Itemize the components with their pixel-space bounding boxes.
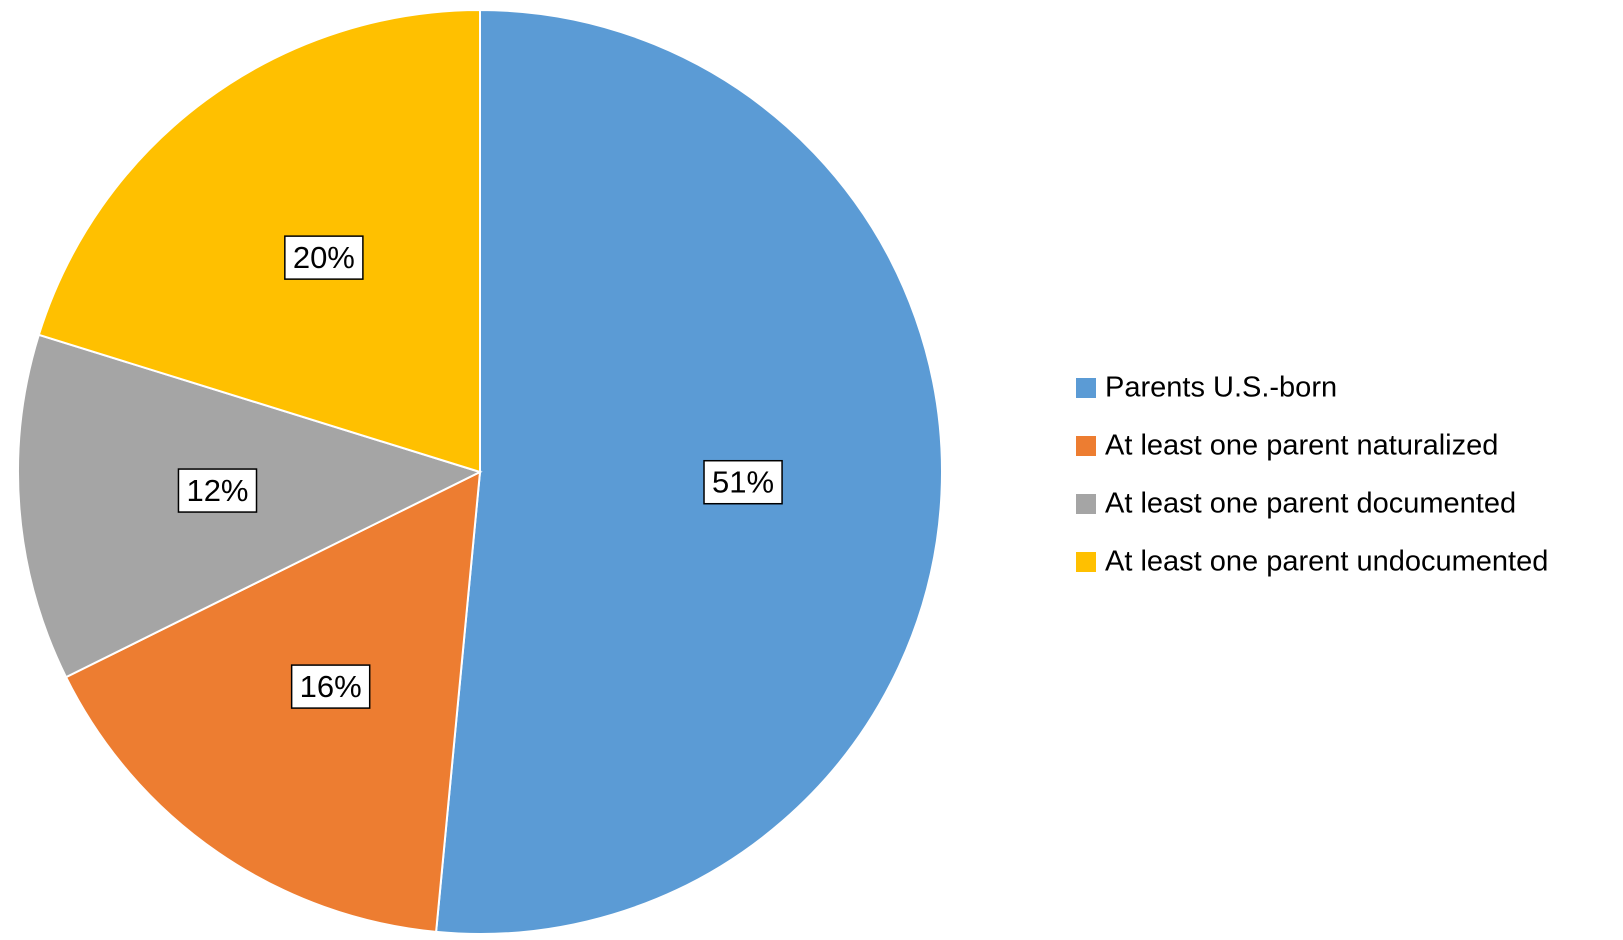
pie-slice (434, 8, 943, 935)
data-label: 16% (300, 669, 362, 704)
legend-swatch (1076, 378, 1096, 398)
legend-swatch (1076, 552, 1096, 572)
legend-label: At least one parent naturalized (1105, 430, 1498, 462)
data-label-box (290, 664, 371, 709)
pie-slice (37, 8, 481, 474)
legend-swatch (1076, 436, 1096, 456)
legend-label: At least one parent undocumented (1105, 546, 1548, 578)
data-label-box (177, 468, 258, 513)
legend-label: At least one parent documented (1105, 488, 1516, 520)
data-label-box (284, 235, 364, 280)
legend-label: Parents U.S.-born (1105, 372, 1337, 404)
data-label: 51% (712, 465, 774, 500)
pie-slice (64, 470, 482, 933)
data-label: 20% (293, 240, 355, 275)
data-label: 12% (186, 473, 248, 508)
legend-swatch (1076, 494, 1096, 514)
data-label-box (703, 459, 783, 505)
